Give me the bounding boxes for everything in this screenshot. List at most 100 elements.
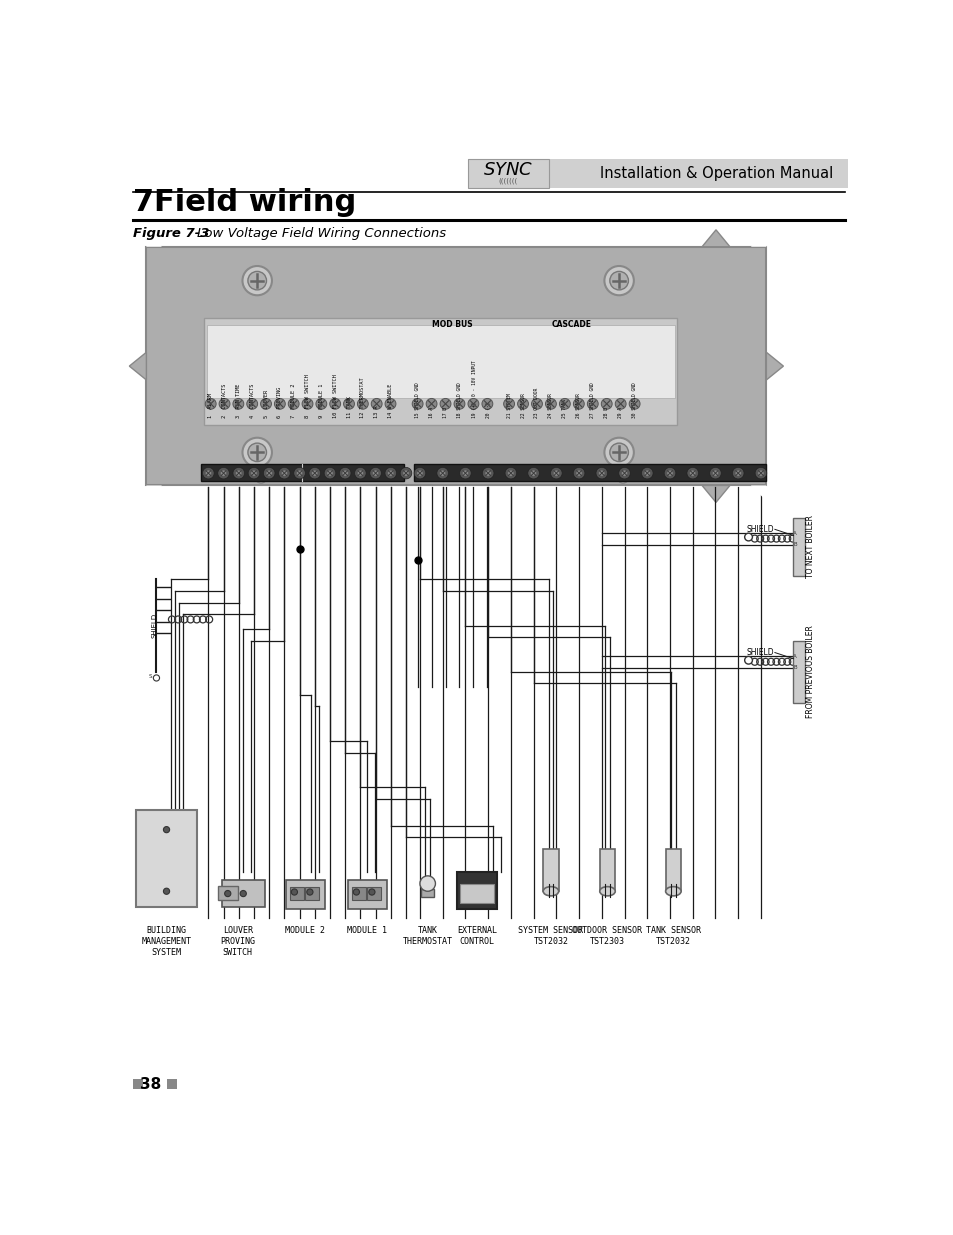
Circle shape [484, 471, 491, 477]
Circle shape [609, 272, 628, 290]
Text: B: B [792, 666, 796, 671]
Text: MODULE 1: MODULE 1 [347, 926, 387, 935]
Text: A: A [792, 655, 796, 659]
Circle shape [640, 467, 653, 479]
Circle shape [531, 399, 542, 409]
Circle shape [414, 467, 425, 479]
Circle shape [202, 467, 214, 479]
Circle shape [573, 467, 584, 479]
Circle shape [288, 399, 299, 409]
Text: OUTDOOR SENSOR
TST2303: OUTDOOR SENSOR TST2303 [572, 926, 641, 946]
Text: 27 SHIELD GND: 27 SHIELD GND [590, 382, 595, 417]
Text: (((((((: ((((((( [498, 177, 517, 184]
Circle shape [507, 471, 514, 477]
Text: 28 B: 28 B [603, 406, 609, 417]
Circle shape [281, 471, 287, 477]
Circle shape [553, 471, 558, 477]
Bar [286, 879, 324, 909]
Circle shape [573, 399, 583, 409]
Circle shape [302, 399, 313, 409]
Circle shape [263, 467, 274, 479]
Circle shape [439, 399, 451, 409]
Circle shape [587, 399, 598, 409]
Circle shape [291, 889, 297, 895]
Circle shape [205, 399, 216, 409]
Polygon shape [146, 485, 162, 501]
Text: MOD BUS: MOD BUS [432, 320, 473, 329]
Circle shape [416, 471, 422, 477]
Circle shape [385, 399, 395, 409]
Circle shape [755, 467, 766, 479]
Bar [665, 848, 680, 892]
Polygon shape [701, 485, 729, 503]
Circle shape [242, 437, 272, 467]
Bar [421, 889, 434, 897]
Text: S: S [149, 674, 152, 679]
Circle shape [712, 471, 718, 477]
Text: 16 A: 16 A [429, 406, 434, 417]
Circle shape [643, 471, 650, 477]
Text: SYSTEM SENSOR
TST2032: SYSTEM SENSOR TST2032 [517, 926, 583, 946]
Text: 25 TANK: 25 TANK [561, 399, 567, 417]
Circle shape [618, 467, 630, 479]
Text: 30 SHIELD GND: 30 SHIELD GND [632, 382, 637, 417]
Bar [599, 848, 615, 892]
Text: 9  MODULE 1: 9 MODULE 1 [318, 383, 323, 417]
Bar [222, 881, 265, 908]
Circle shape [426, 399, 436, 409]
Text: Installation & Operation Manual: Installation & Operation Manual [599, 167, 832, 182]
Bar [793, 641, 804, 703]
Circle shape [324, 467, 335, 479]
Bar [136, 810, 196, 906]
Bar [459, 884, 494, 903]
Circle shape [709, 467, 720, 479]
Circle shape [439, 471, 445, 477]
Polygon shape [765, 352, 782, 380]
Text: 6  PROVING: 6 PROVING [277, 387, 282, 417]
Circle shape [454, 399, 464, 409]
Bar [348, 879, 386, 909]
Circle shape [248, 467, 259, 479]
Text: 21 SYSTEM: 21 SYSTEM [506, 393, 511, 417]
Text: Field wiring: Field wiring [154, 189, 356, 217]
Circle shape [620, 471, 627, 477]
Circle shape [266, 471, 272, 477]
Circle shape [550, 467, 561, 479]
Text: 20 {-}: 20 {-} [484, 401, 489, 417]
Circle shape [459, 467, 471, 479]
Circle shape [233, 467, 244, 479]
Circle shape [689, 471, 695, 477]
Circle shape [248, 272, 266, 290]
Circle shape [357, 471, 363, 477]
Text: 15 SHIELD GND: 15 SHIELD GND [415, 382, 419, 417]
Circle shape [309, 467, 320, 479]
Circle shape [251, 471, 256, 477]
Text: 8  FLOW SWITCH: 8 FLOW SWITCH [305, 374, 310, 417]
Circle shape [558, 399, 570, 409]
Bar [146, 247, 765, 485]
Circle shape [330, 399, 340, 409]
Circle shape [517, 399, 528, 409]
Text: TANK SENSOR
TST2032: TANK SENSOR TST2032 [645, 926, 700, 946]
Circle shape [372, 471, 378, 477]
Text: 4  CONTACTS: 4 CONTACTS [250, 383, 254, 417]
Text: 38: 38 [139, 1077, 161, 1092]
Bar [204, 317, 677, 425]
Circle shape [369, 889, 375, 895]
Text: SHIELD: SHIELD [745, 648, 773, 657]
Text: MODULE 2: MODULE 2 [285, 926, 325, 935]
Circle shape [217, 467, 229, 479]
Circle shape [294, 467, 305, 479]
Circle shape [732, 467, 743, 479]
Text: Figure 7-3: Figure 7-3 [133, 227, 210, 240]
Circle shape [604, 437, 633, 467]
Text: 7: 7 [133, 189, 154, 217]
Circle shape [503, 399, 514, 409]
Circle shape [604, 266, 633, 295]
Polygon shape [146, 231, 162, 247]
Circle shape [307, 889, 313, 895]
Text: 1  ALARM: 1 ALARM [208, 393, 213, 417]
Text: 24 SENSOR: 24 SENSOR [548, 393, 553, 417]
Text: 26 SENSOR: 26 SENSOR [576, 393, 580, 417]
Circle shape [600, 399, 612, 409]
